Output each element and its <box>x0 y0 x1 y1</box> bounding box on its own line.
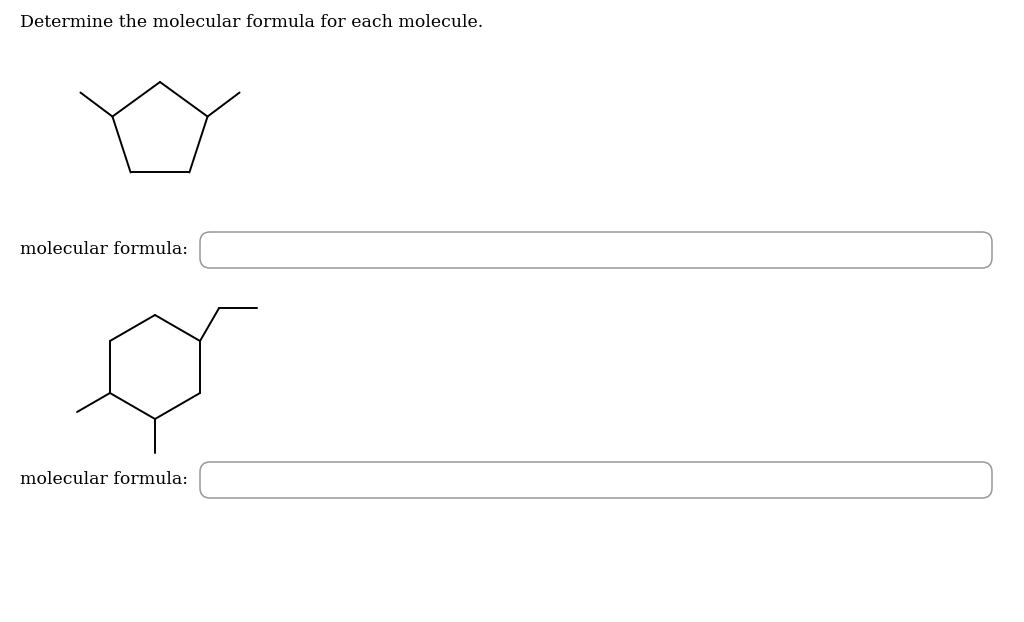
FancyBboxPatch shape <box>200 462 992 498</box>
Text: Determine the molecular formula for each molecule.: Determine the molecular formula for each… <box>20 14 483 31</box>
FancyBboxPatch shape <box>200 232 992 268</box>
Text: molecular formula:: molecular formula: <box>20 471 188 488</box>
Text: molecular formula:: molecular formula: <box>20 241 188 259</box>
